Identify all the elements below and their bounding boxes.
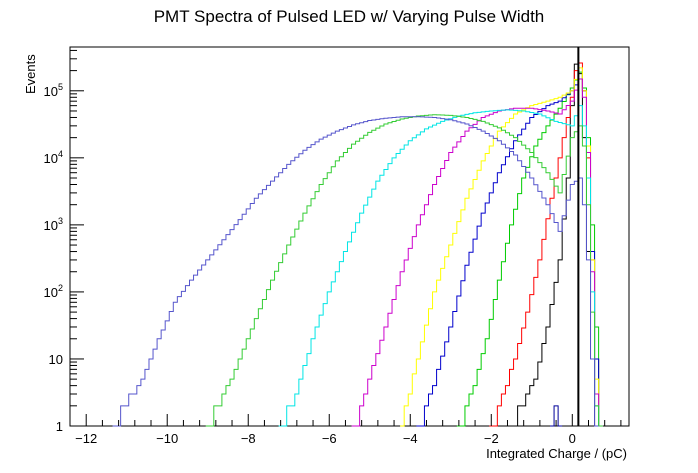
series-5 bbox=[400, 67, 603, 427]
y-tick-label: 1 bbox=[56, 419, 63, 434]
series-1 bbox=[505, 63, 599, 427]
series-7 bbox=[278, 105, 603, 427]
y-axis-label: Events bbox=[23, 54, 38, 94]
series-10 bbox=[550, 405, 563, 427]
chart-title: PMT Spectra of Pulsed LED w/ Varying Pul… bbox=[154, 7, 545, 26]
x-tick-label: −2 bbox=[484, 431, 499, 446]
y-axis: 1 10 102 103 104 105 bbox=[44, 49, 84, 434]
series-layer bbox=[112, 62, 603, 427]
y-tick-label: 102 bbox=[44, 283, 63, 300]
y-tick-label: 105 bbox=[44, 82, 63, 99]
y-tick-label: 104 bbox=[44, 149, 63, 166]
y-tick-label: 10 bbox=[49, 352, 63, 367]
x-axis: −12 −10 −8 −6 −4 −2 0 bbox=[69, 414, 622, 446]
x-axis-label: Integrated Charge / (pC) bbox=[486, 446, 627, 461]
series-3 bbox=[456, 71, 603, 427]
x-tick-label: 0 bbox=[569, 431, 576, 446]
x-tick-label: −10 bbox=[156, 431, 178, 446]
x-tick-label: −8 bbox=[241, 431, 256, 446]
series-8 bbox=[205, 114, 603, 427]
x-tick-label: −6 bbox=[322, 431, 337, 446]
series-9 bbox=[112, 116, 599, 427]
x-tick-label: −12 bbox=[75, 431, 97, 446]
plot-frame bbox=[69, 46, 630, 427]
series-6 bbox=[351, 78, 603, 427]
x-tick-label: −4 bbox=[403, 431, 418, 446]
y-tick-label: 103 bbox=[44, 216, 63, 233]
